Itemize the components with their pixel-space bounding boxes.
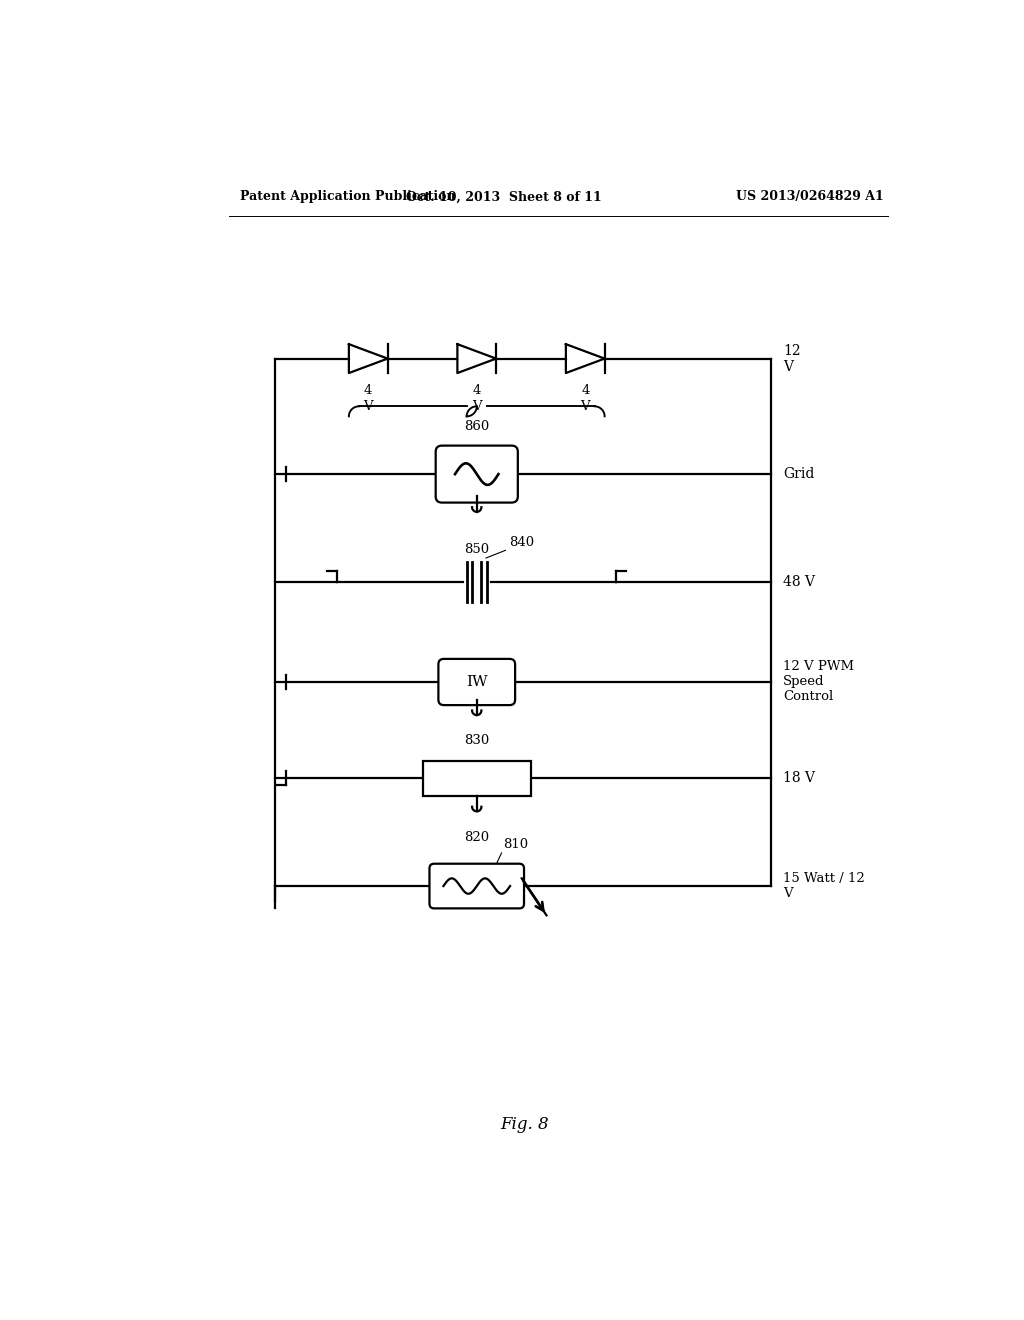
Text: V: V [472, 400, 481, 413]
Text: 830: 830 [464, 734, 489, 747]
Text: 850: 850 [464, 544, 489, 557]
Text: Grid: Grid [783, 467, 814, 480]
Bar [423, 760, 531, 796]
Text: 15 Watt / 12
V: 15 Watt / 12 V [783, 873, 864, 900]
Text: Oct. 10, 2013  Sheet 8 of 11: Oct. 10, 2013 Sheet 8 of 11 [406, 190, 602, 203]
FancyBboxPatch shape [438, 659, 515, 705]
Text: V: V [581, 400, 590, 413]
Text: Patent Application Publication: Patent Application Publication [241, 190, 456, 203]
Text: 4: 4 [472, 384, 481, 397]
FancyBboxPatch shape [435, 446, 518, 503]
Text: Fig. 8: Fig. 8 [501, 1117, 549, 1134]
Text: IW: IW [466, 675, 487, 689]
Text: 12 V PWM
Speed
Control: 12 V PWM Speed Control [783, 660, 854, 704]
Text: 18 V: 18 V [783, 771, 815, 785]
Text: 48 V: 48 V [783, 576, 815, 589]
Text: 840: 840 [509, 536, 535, 549]
Text: 820: 820 [464, 830, 489, 843]
FancyBboxPatch shape [429, 863, 524, 908]
Text: 860: 860 [464, 420, 489, 433]
Text: V: V [364, 400, 373, 413]
Text: 4: 4 [365, 384, 373, 397]
Text: US 2013/0264829 A1: US 2013/0264829 A1 [736, 190, 884, 203]
Text: 810: 810 [503, 838, 528, 850]
Text: 12
V: 12 V [783, 343, 801, 374]
Text: 4: 4 [581, 384, 590, 397]
